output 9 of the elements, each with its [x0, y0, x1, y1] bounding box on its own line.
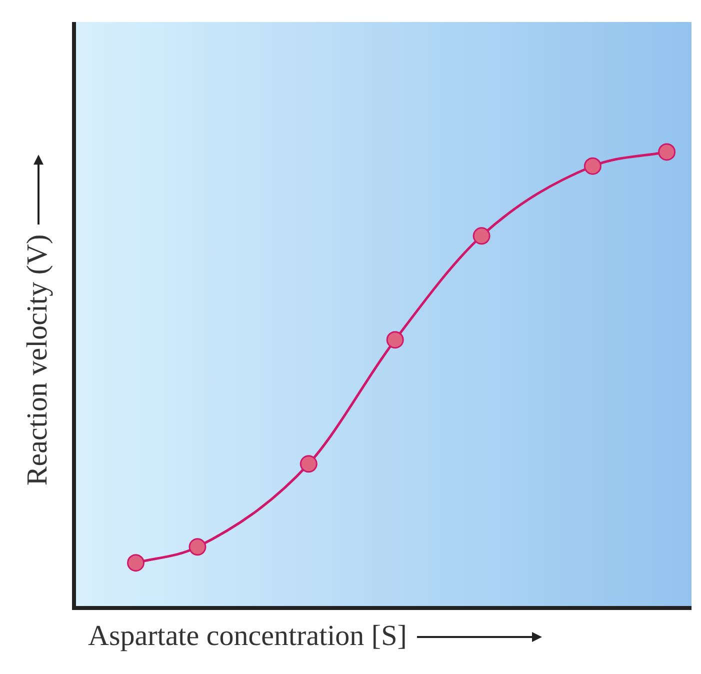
- y-axis-title: Reaction velocity (V): [22, 234, 54, 486]
- point: [386, 331, 404, 349]
- point: [584, 157, 602, 175]
- point: [472, 227, 490, 245]
- point: [300, 455, 318, 473]
- x-axis-title: Aspartate concentration [S]: [88, 620, 407, 653]
- point: [127, 554, 144, 572]
- point: [188, 538, 206, 556]
- point: [658, 143, 676, 161]
